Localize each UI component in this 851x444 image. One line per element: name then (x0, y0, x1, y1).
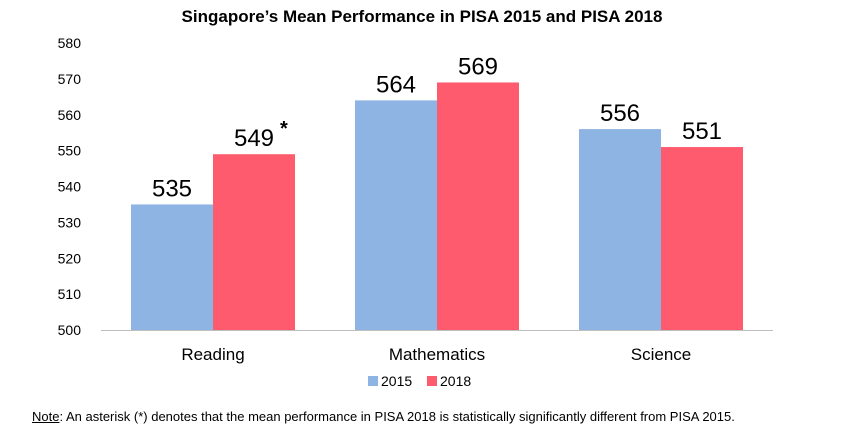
category-labels: Reading Mathematics Science (181, 345, 691, 364)
data-label: 564 (376, 71, 416, 98)
data-label: 556 (600, 100, 640, 127)
footnote: Note: An asterisk (*) denotes that the m… (32, 409, 842, 424)
bars (131, 82, 743, 331)
data-labels: 535 549 * 564 569 556 551 (152, 53, 722, 202)
legend: 2015 2018 (368, 373, 471, 389)
chart-title: Singapore’s Mean Performance in PISA 201… (182, 7, 663, 26)
bar-2018-reading (213, 154, 295, 330)
y-tick-label: 550 (58, 143, 82, 159)
y-tick-label: 540 (58, 179, 82, 195)
significance-asterisk: * (280, 118, 288, 140)
note-text: : An asterisk (*) denotes that the mean … (59, 409, 735, 424)
legend-swatch-2015 (368, 376, 378, 386)
y-tick-label: 580 (58, 35, 82, 51)
bar-2018-mathematics (437, 82, 519, 331)
y-tick-label: 560 (58, 107, 82, 123)
y-tick-label: 530 (58, 214, 82, 230)
category-label: Science (631, 345, 691, 364)
legend-label: 2018 (440, 373, 471, 389)
bar-2018-science (661, 147, 743, 330)
bar-2015-mathematics (355, 100, 437, 331)
bar-2015-reading (131, 204, 213, 330)
category-label: Mathematics (389, 345, 485, 364)
bar-chart: Singapore’s Mean Performance in PISA 201… (58, 7, 773, 389)
note-label: Note (32, 409, 60, 424)
y-axis-ticks: 500 510 520 530 540 550 560 570 580 (58, 35, 82, 338)
data-label: 569 (458, 53, 498, 80)
bar-2015-science (579, 129, 661, 330)
category-label: Reading (181, 345, 244, 364)
y-tick-label: 520 (58, 250, 82, 266)
data-label: 549 (234, 125, 274, 152)
y-tick-label: 570 (58, 71, 82, 87)
y-tick-label: 510 (58, 286, 82, 302)
data-label: 535 (152, 175, 192, 202)
y-tick-label: 500 (58, 322, 82, 338)
legend-swatch-2018 (427, 376, 437, 386)
legend-label: 2015 (381, 373, 412, 389)
data-label: 551 (682, 118, 722, 145)
